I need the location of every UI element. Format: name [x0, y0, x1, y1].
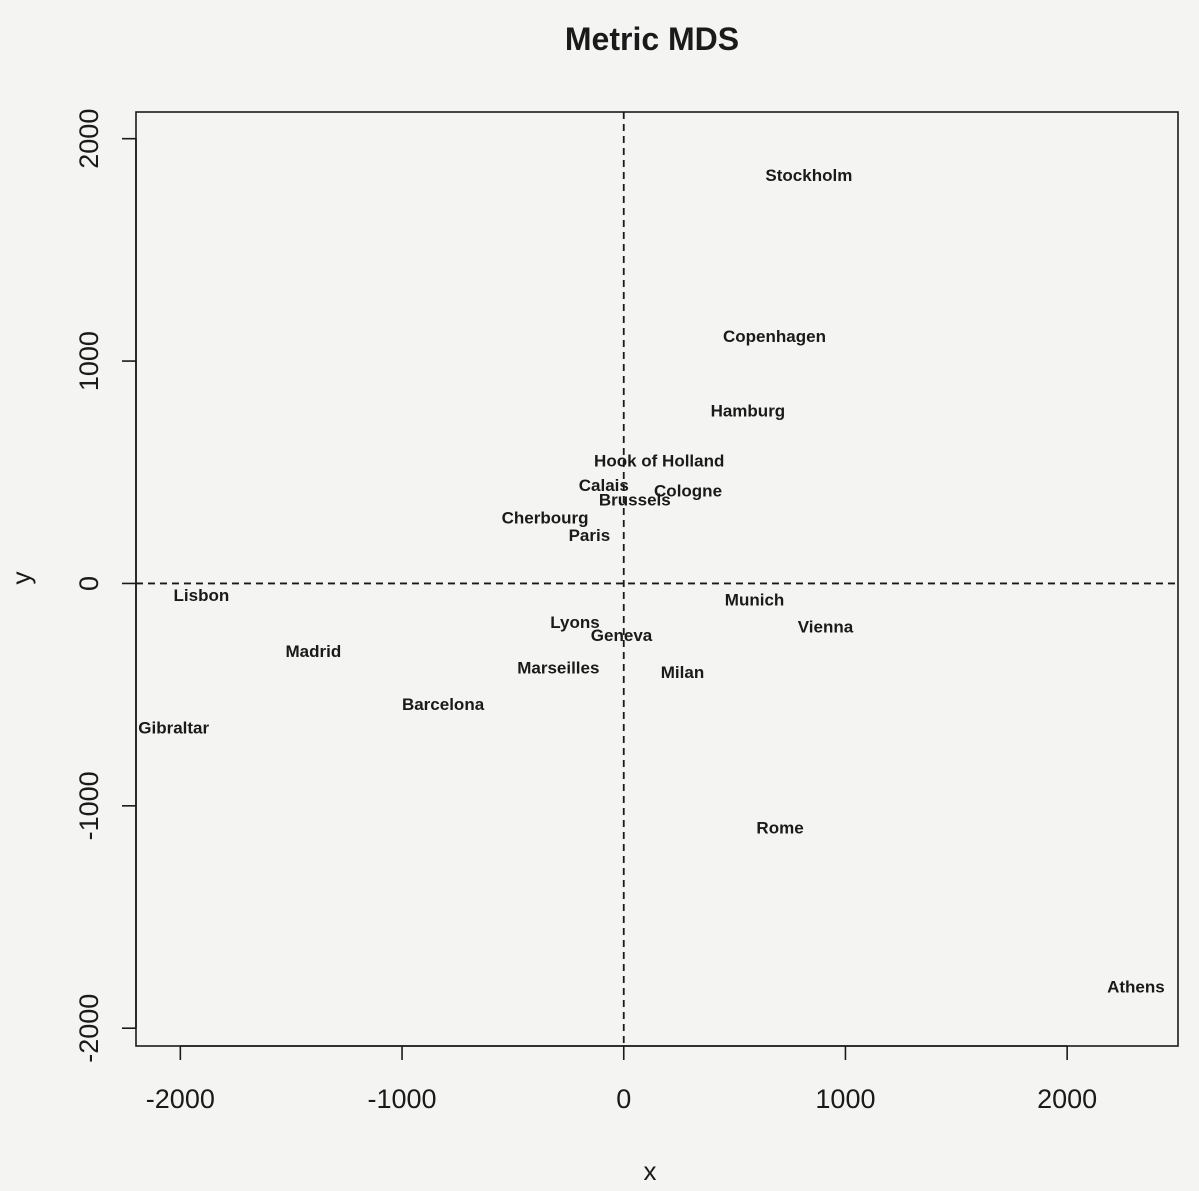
point-label: Hamburg	[711, 402, 786, 421]
point-label: Calais	[579, 476, 629, 495]
point-label: Cologne	[654, 482, 722, 501]
y-tick-label: -2000	[74, 994, 104, 1063]
point-label: Copenhagen	[723, 327, 826, 346]
point-label: Vienna	[798, 617, 854, 636]
point-label: Barcelona	[402, 695, 485, 714]
x-tick-label: 2000	[1037, 1084, 1097, 1114]
point-labels: Stockholm Copenhagen Hamburg Hook of Hollan…	[138, 166, 1164, 997]
point-label: Lyons	[550, 613, 599, 632]
chart-title: Metric MDS	[565, 21, 739, 57]
point-label: Rome	[756, 819, 803, 838]
point-label: Lisbon	[174, 586, 230, 605]
point-label: Gibraltar	[138, 718, 209, 737]
x-tick-label: 1000	[815, 1084, 875, 1114]
point-label: Stockholm	[765, 166, 852, 185]
x-tick-label: -1000	[368, 1084, 437, 1114]
point-label: Munich	[725, 591, 785, 610]
point-label: Hook of Holland	[594, 452, 724, 471]
x-axis-label: x	[644, 1156, 657, 1186]
point-label: Milan	[661, 663, 704, 682]
y-axis: -2000 -1000 0 1000 2000	[74, 109, 137, 1063]
plot-frame	[135, 111, 1179, 1047]
point-label: Marseilles	[517, 658, 599, 677]
point-label: Madrid	[285, 642, 341, 661]
point-label: Cherbourg	[502, 508, 589, 527]
y-tick-label: 0	[74, 576, 104, 591]
y-axis-label: y	[6, 572, 36, 585]
x-axis: -2000 -1000 0 1000 2000	[146, 1045, 1097, 1114]
y-tick-label: 1000	[74, 331, 104, 391]
y-tick-label: -1000	[74, 771, 104, 840]
point-label: Brussels	[599, 491, 671, 510]
point-label: Athens	[1107, 978, 1165, 997]
x-tick-label: -2000	[146, 1084, 215, 1114]
y-tick-label: 2000	[74, 109, 104, 169]
reference-lines	[136, 112, 1178, 1046]
point-label: Paris	[569, 526, 611, 545]
x-tick-label: 0	[616, 1084, 631, 1114]
point-label: Geneva	[591, 626, 653, 645]
